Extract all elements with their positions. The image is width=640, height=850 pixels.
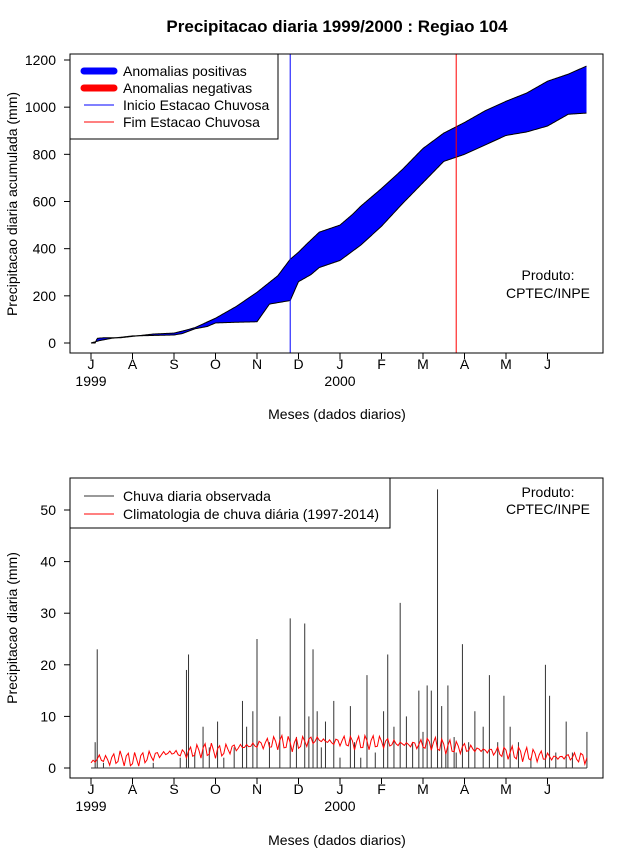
chart1-y-axis-label: Precipitacao diaria acumulada (mm): [4, 92, 20, 316]
chart1-legend: Anomalias positivas Anomalias negativas …: [69, 53, 279, 140]
chart2-x-tick-label: J: [88, 781, 95, 797]
climatology-cumulative-line: [90, 112, 587, 344]
cumulative-precip-chart: Precipitacao diaria 1999/2000 : Regiao 1…: [4, 17, 604, 422]
chart1-x-tick-label: A: [128, 356, 138, 372]
chart1-x-tick-label: J: [88, 356, 95, 372]
chart1-annotation: Produto: CPTEC/INPE: [506, 267, 590, 301]
chart2-x-tick-label: J: [544, 781, 551, 797]
chart1-y-tick-label: 600: [33, 194, 57, 210]
chart1-annotation-line-2: CPTEC/INPE: [506, 285, 590, 301]
legend-label-climatology: Climatologia de chuva diária (1997-2014): [123, 506, 379, 522]
chart1-y-tick-label: 800: [33, 146, 57, 162]
chart1-x-tick-label: M: [417, 356, 429, 372]
chart2-y-tick-label: 20: [40, 657, 56, 673]
chart-title: Precipitacao diaria 1999/2000 : Regiao 1…: [166, 17, 508, 36]
chart1-y-tick-label: 1200: [25, 52, 56, 68]
positive-anomaly-area: [137, 66, 587, 336]
chart2-x-tick-label: D: [293, 781, 303, 797]
legend-label-season-start: Inicio Estacao Chuvosa: [123, 97, 270, 113]
chart2-x-tick-label: A: [460, 781, 470, 797]
chart2-x-tick-label: J: [337, 781, 344, 797]
chart2-x-tick-label: S: [169, 781, 178, 797]
chart2-y-tick-label: 10: [40, 708, 56, 724]
chart1-annotation-line-1: Produto:: [522, 267, 575, 283]
chart2-legend: Chuva diaria observada Climatologia de c…: [69, 477, 391, 529]
chart1-x-tick-label: S: [169, 356, 178, 372]
chart1-year-label: 2000: [324, 373, 355, 389]
chart2-y-axis-label: Precipitacao diaria (mm): [4, 552, 20, 704]
chart2-year-label: 1999: [75, 798, 106, 814]
observed-cumulative-line: [91, 65, 587, 344]
chart2-y-tick-label: 40: [40, 554, 56, 570]
chart1-plot-layer: [90, 54, 587, 353]
positive-anomaly-area: [95, 337, 116, 343]
chart1-x-tick-label: A: [460, 356, 470, 372]
chart1-x-tick-label: M: [500, 356, 512, 372]
chart1-year-label: 1999: [75, 373, 106, 389]
chart2-x-axis-label: Meses (dados diarios): [268, 832, 406, 848]
legend-label-season-end: Fim Estacao Chuvosa: [123, 114, 260, 130]
chart2-x-tick-label: A: [128, 781, 138, 797]
chart1-plot-border: [69, 53, 604, 354]
chart1-x-tick-label: J: [337, 356, 344, 372]
chart2-x-tick-label: M: [500, 781, 512, 797]
chart2-annotation-line-2: CPTEC/INPE: [506, 501, 590, 517]
chart1-x-tick-label: N: [252, 356, 262, 372]
chart1-x-tick-label: D: [293, 356, 303, 372]
chart2-x-tick-label: M: [417, 781, 429, 797]
legend-label-positive: Anomalias positivas: [123, 63, 247, 79]
chart1-y-tick-label: 0: [48, 335, 56, 351]
chart1-x-tick-label: F: [377, 356, 386, 372]
chart1-x-tick-label: O: [210, 356, 221, 372]
chart1-y-tick-label: 400: [33, 241, 57, 257]
chart1-y-axis: 0 200 400 600 800 1000 1200: [25, 52, 70, 351]
chart1-y-tick-label: 200: [33, 288, 57, 304]
chart2-x-tick-label: N: [252, 781, 262, 797]
legend-label-negative: Anomalias negativas: [123, 80, 252, 96]
chart2-x-tick-label: O: [210, 781, 221, 797]
chart2-y-tick-label: 30: [40, 605, 56, 621]
chart2-legend-box: [69, 477, 391, 529]
legend-label-observed: Chuva diaria observada: [123, 488, 271, 504]
chart2-annotation-line-1: Produto:: [522, 484, 575, 500]
climatology-daily-line: [90, 733, 588, 767]
chart2-y-tick-label: 50: [40, 502, 56, 518]
chart2-year-label: 2000: [324, 798, 355, 814]
chart2-x-tick-label: F: [377, 781, 386, 797]
chart1-x-tick-label: J: [544, 356, 551, 372]
chart1-x-axis-label: Meses (dados diarios): [268, 406, 406, 422]
chart2-annotation: Produto: CPTEC/INPE: [506, 484, 590, 517]
chart1-y-tick-label: 1000: [25, 99, 56, 115]
chart2-y-tick-label: 0: [48, 760, 56, 776]
chart2-plot-layer: [90, 489, 588, 769]
chart2-y-axis: 0 10 20 30 40 50: [40, 502, 70, 776]
